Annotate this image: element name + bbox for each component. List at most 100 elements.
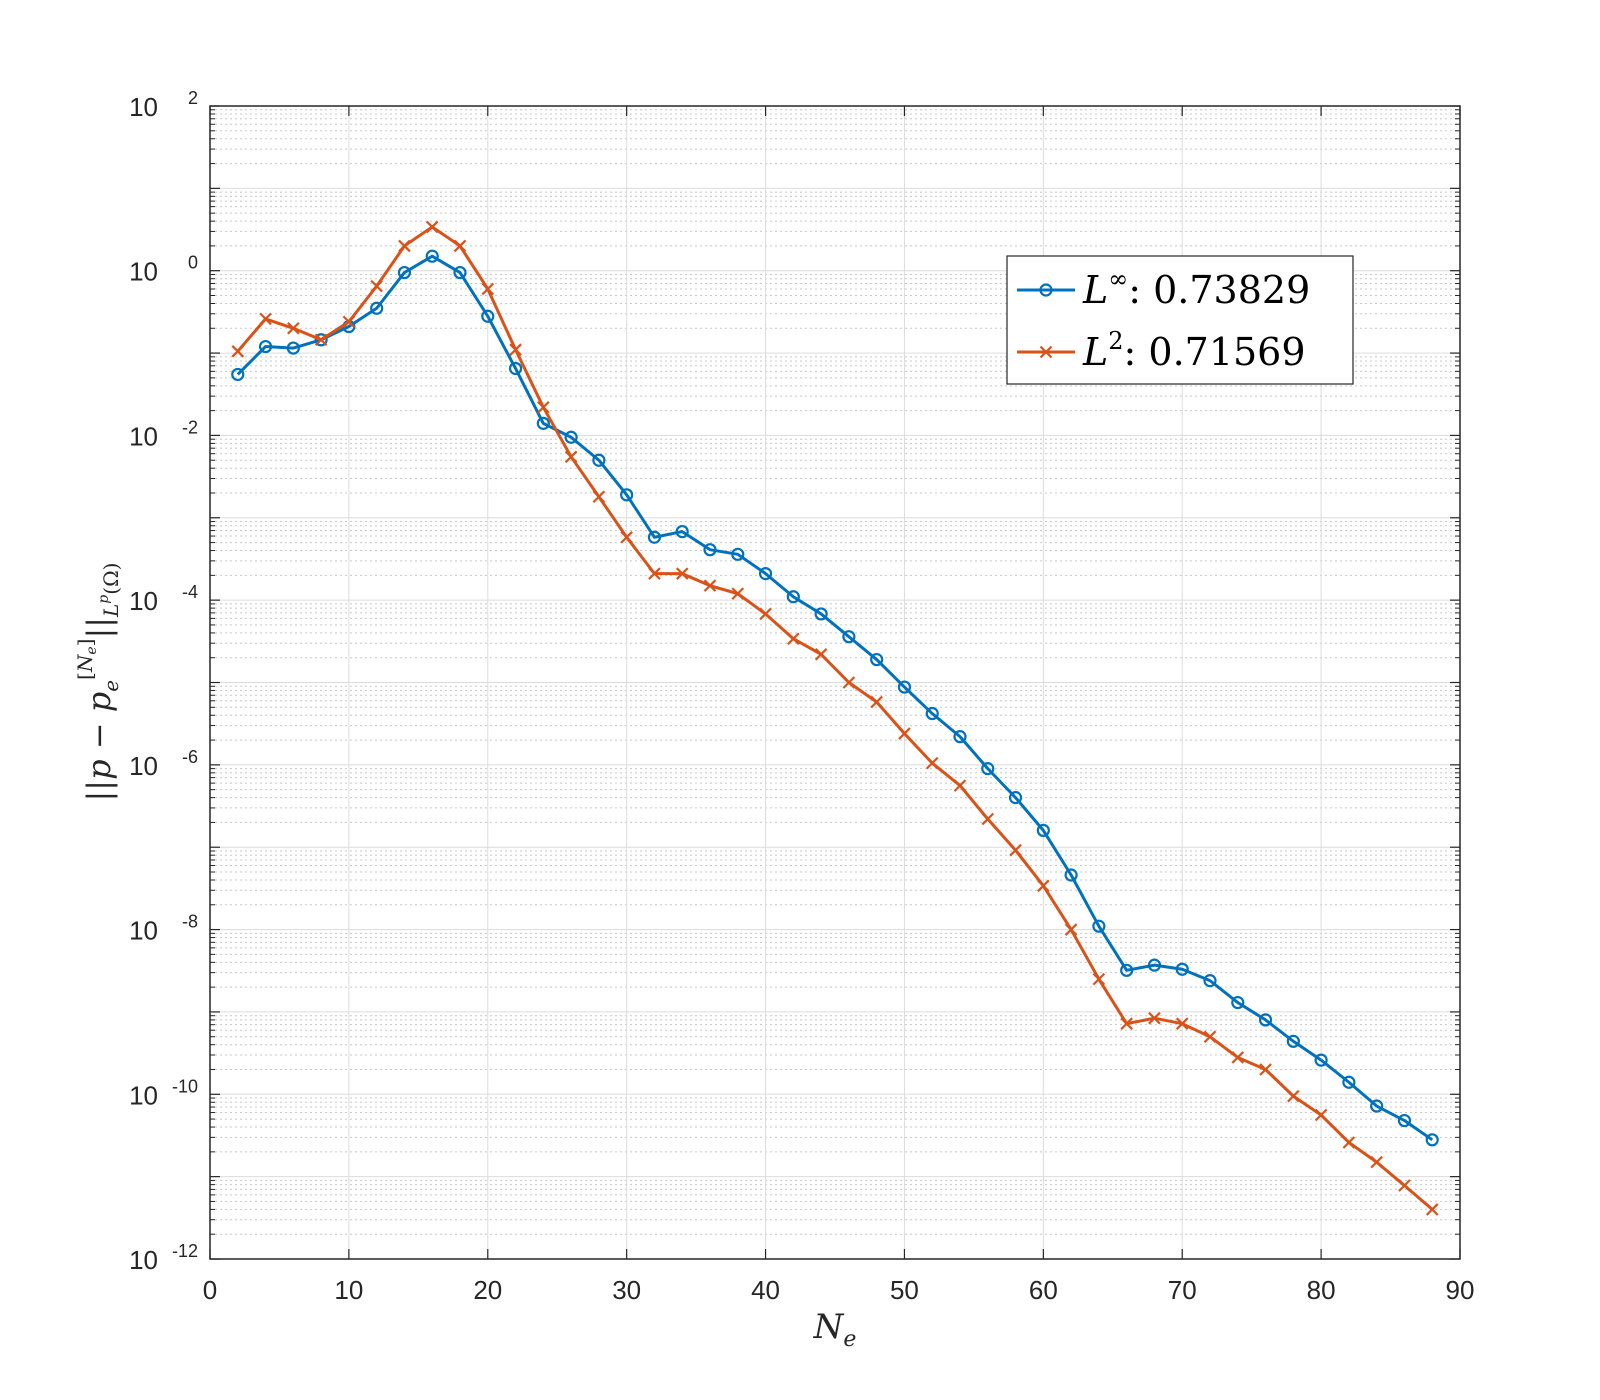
data-point — [731, 547, 745, 561]
data-point — [536, 416, 550, 430]
data-point — [786, 590, 800, 604]
data-point — [953, 730, 967, 744]
y-tick-exponent: 0 — [188, 253, 198, 273]
data-point — [537, 400, 550, 414]
data-point-stroke — [1259, 1063, 1272, 1076]
data-point — [453, 239, 467, 253]
x-tick-label: 50 — [890, 1275, 919, 1305]
data-point-stroke — [1398, 1179, 1411, 1192]
data-point — [1258, 1013, 1273, 1027]
data-point — [898, 727, 911, 740]
data-point — [814, 607, 828, 621]
data-point — [703, 579, 717, 592]
y-tick-label: 10 — [129, 1245, 158, 1275]
legend: L∞: 0.73829 L2: 0.71569 — [1006, 255, 1354, 385]
data-point — [1120, 963, 1134, 977]
data-point — [286, 341, 300, 355]
data-point — [620, 488, 634, 502]
data-point-stroke — [842, 676, 856, 689]
data-point-stroke — [1009, 843, 1022, 857]
y-tick-labels: 10 2 10 0 10 -2 10 -4 10 -6 10 -8 10 -10 10 -12 — [129, 88, 198, 1275]
data-point — [287, 322, 300, 335]
data-point-stroke — [1314, 1108, 1328, 1122]
data-point — [592, 490, 606, 504]
data-point — [453, 265, 467, 280]
data-point — [481, 282, 495, 296]
data-point-stroke — [1370, 1155, 1383, 1169]
y-tick-exponent: -8 — [182, 912, 198, 932]
data-point-stroke — [620, 530, 633, 544]
data-point — [870, 695, 883, 709]
data-point-stroke — [1203, 1030, 1217, 1043]
data-point-stroke — [703, 579, 717, 592]
data-point — [1064, 868, 1078, 882]
svg-text:||p − pe[Ne]||Lp(Ω): ||p − pe[Ne]||Lp(Ω) — [73, 563, 123, 802]
data-point — [1231, 995, 1245, 1010]
data-point — [1370, 1155, 1383, 1169]
data-point — [758, 567, 773, 581]
y-tick-exponent: -4 — [182, 582, 198, 602]
data-point — [731, 587, 745, 600]
x-tick-label: 20 — [473, 1275, 502, 1305]
data-point — [1092, 919, 1106, 933]
data-point — [647, 530, 662, 544]
x-tick-label: 0 — [203, 1275, 217, 1305]
data-point — [397, 265, 412, 280]
y-tick-exponent: 2 — [188, 88, 198, 108]
data-point — [1203, 1030, 1217, 1043]
series-l2 — [231, 220, 1439, 1216]
data-point — [342, 315, 356, 329]
data-point-stroke — [648, 567, 661, 580]
y-tick-exponent: -6 — [182, 747, 198, 767]
data-point-stroke — [953, 779, 967, 792]
data-point — [481, 309, 495, 323]
data-point-stroke — [1287, 1089, 1300, 1103]
data-point — [1064, 923, 1078, 936]
data-point — [703, 543, 717, 557]
series-line — [236, 254, 1434, 1142]
data-point-stroke — [1175, 1017, 1189, 1030]
x-tick-label: 60 — [1029, 1275, 1058, 1305]
y-tick-label: 10 — [129, 257, 158, 287]
data-point — [1370, 1099, 1384, 1113]
data-point — [1037, 879, 1050, 893]
data-point-stroke — [287, 322, 300, 335]
data-point — [1148, 1011, 1161, 1025]
data-point — [1259, 1063, 1272, 1076]
x-tick-label: 70 — [1168, 1275, 1197, 1305]
data-point — [1036, 823, 1050, 838]
data-point — [1231, 1051, 1245, 1064]
data-point-stroke — [1064, 923, 1078, 936]
x-tick-label: 80 — [1307, 1275, 1336, 1305]
data-point — [231, 367, 245, 382]
data-point — [1425, 1133, 1439, 1147]
data-point — [1092, 972, 1106, 986]
data-point — [897, 680, 912, 694]
data-point-stroke — [425, 220, 439, 234]
data-point — [1398, 1179, 1411, 1192]
axis-ticks — [209, 105, 1461, 1260]
x-tick-label: 30 — [612, 1275, 641, 1305]
legend-box — [1006, 255, 1354, 385]
data-point-stroke — [981, 812, 995, 826]
data-point-stroke — [898, 727, 911, 740]
data-point — [1314, 1053, 1328, 1067]
y-tick-exponent: -10 — [172, 1076, 198, 1096]
data-point — [814, 648, 828, 661]
data-point — [370, 301, 384, 315]
data-point — [925, 706, 939, 721]
data-point-stroke — [592, 490, 606, 504]
series-layer — [231, 220, 1439, 1216]
data-point-stroke — [1092, 972, 1106, 986]
data-point-stroke — [1231, 1051, 1245, 1064]
data-point — [1342, 1136, 1356, 1149]
data-point-stroke — [731, 587, 745, 600]
data-point — [259, 312, 272, 326]
y-tick-exponent: -12 — [172, 1241, 198, 1261]
data-point — [314, 333, 328, 347]
data-point-stroke — [1037, 879, 1050, 893]
data-point — [314, 333, 328, 347]
data-point — [425, 220, 439, 234]
data-point — [370, 279, 383, 293]
